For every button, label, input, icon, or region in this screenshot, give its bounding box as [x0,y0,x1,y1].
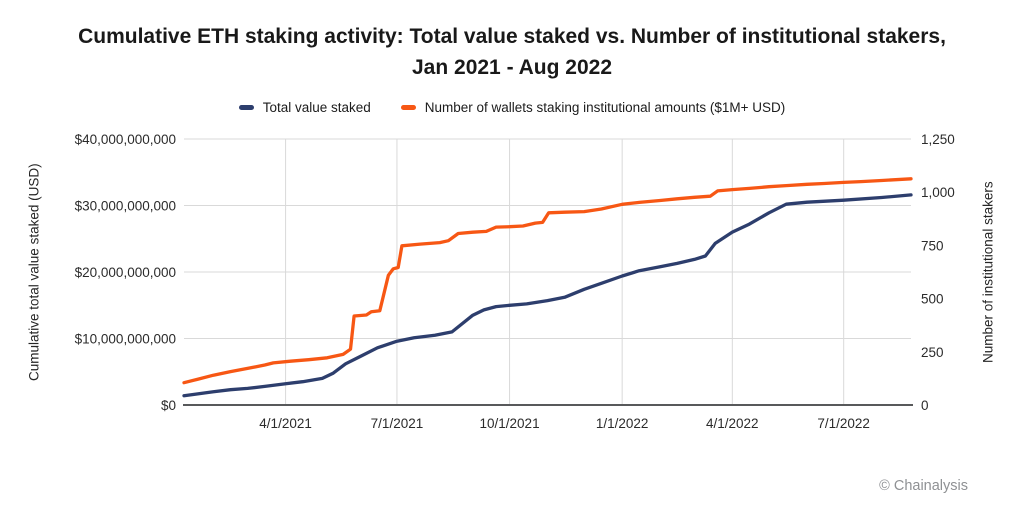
legend-label-total-value-staked: Total value staked [262,100,371,115]
legend-item-institutional-wallets: Number of wallets staking institutional … [400,100,786,115]
x-axis-tick-label: 10/1/2021 [480,416,540,431]
legend-item-total-value-staked: Total value staked [238,100,371,115]
chart-legend: Total value staked Number of wallets sta… [0,100,1024,115]
x-axis-tick-label: 1/1/2022 [596,416,649,431]
y-axis-left-tick-label: $0 [161,398,176,413]
y-axis-left-tick-label: $20,000,000,000 [75,265,176,280]
x-axis-tick-label: 4/1/2022 [706,416,759,431]
y-axis-right-tick-label: 1,250 [921,132,955,147]
y-axis-right-tick-label: 250 [921,345,944,360]
y-axis-left-tick-label: $10,000,000,000 [75,332,176,347]
y-axis-right-tick-label: 500 [921,292,944,307]
x-axis-tick-label: 4/1/2021 [259,416,312,431]
series-line-total-value-staked [182,193,913,398]
y-axis-right-title: Number of institutional stakers [980,181,996,363]
chart-title-line-1: Cumulative ETH staking activity: Total v… [78,25,946,48]
y-axis-right-tick-label: 0 [921,398,929,413]
y-axis-left-title: Cumulative total value staked (USD) [26,163,42,381]
y-axis-right-tick-label: 1,000 [921,185,955,200]
chart-title-line-2: Jan 2021 - Aug 2022 [412,56,612,79]
chart-title: Cumulative ETH staking activity: Total v… [0,21,1024,83]
y-axis-left-tick-label: $40,000,000,000 [75,132,176,147]
y-axis-right-tick-label: 750 [921,238,944,253]
x-axis-tick-label: 7/1/2021 [371,416,424,431]
legend-label-institutional-wallets: Number of wallets staking institutional … [424,100,786,115]
series-line-institutional-wallets [182,177,913,385]
chainalysis-credit: © Chainalysis [879,478,968,494]
y-axis-left-tick-label: $30,000,000,000 [75,199,176,214]
legend-swatch-total-value-staked-icon [238,105,254,110]
x-axis-tick-label: 7/1/2022 [817,416,870,431]
legend-swatch-institutional-wallets-icon [400,105,416,110]
